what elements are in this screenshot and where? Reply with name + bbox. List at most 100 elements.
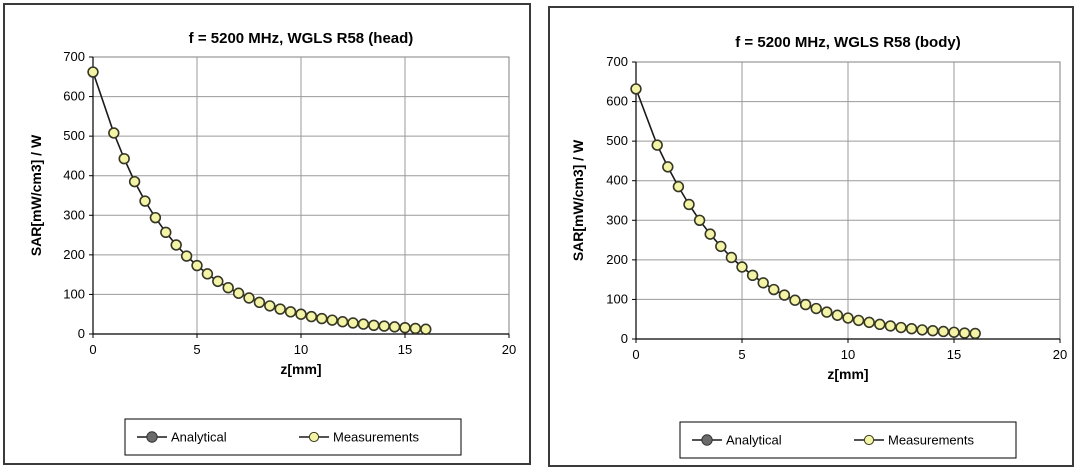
measurement-point [295,309,307,320]
legend-measurements-marker [863,434,875,446]
measurement-point [874,319,885,330]
measurement-point [129,176,140,187]
measurement-point [970,328,981,339]
measurement-point [119,153,130,164]
measurement-point [938,326,949,337]
measurement-point [233,288,244,299]
y-tick-label: 200 [63,247,85,262]
y-tick-label: 400 [63,168,85,183]
measurement-point [243,292,255,304]
measurement-point [736,261,748,273]
measurement-point [652,140,663,151]
measurement-point [789,295,801,306]
measurement-point [379,320,390,332]
y-tick-label: 300 [606,212,628,227]
y-tick-label: 500 [63,128,85,143]
y-tick-label: 100 [63,286,85,301]
measurement-point [327,315,338,326]
y-tick-label: 600 [606,94,628,109]
y-tick-label: 0 [78,326,85,341]
measurement-point [821,306,832,318]
measurement-point [662,161,673,172]
measurement-point [368,320,379,331]
measurement-point [959,327,970,339]
sar-chart-head: f = 5200 MHz, WGLS R58 (head)01002003004… [28,30,516,456]
measurement-point [285,306,296,317]
measurement-point [811,303,822,314]
legend-analytical-label: Analytical [171,430,227,445]
legend-box [679,421,1017,459]
measurement-point [347,317,359,329]
measurement-point [223,282,234,293]
x-tick-label: 10 [841,347,855,362]
measurement-point [87,66,99,78]
chart-panel-body: f = 5200 MHz, WGLS R58 (body) 0 100 200 300 4… [548,6,1074,467]
legend-analytical-label: Analytical [726,433,782,448]
measurement-point [705,229,716,240]
x-tick-label: 5 [738,347,745,362]
y-tick-label: 600 [63,89,85,104]
measurement-point [202,268,213,279]
measurement-point [264,300,275,312]
measurement-point [630,83,642,95]
measurement-point [150,212,161,223]
measurement-point [800,299,811,310]
x-tick-label: 20 [502,342,516,357]
measurement-point [842,312,854,324]
measurement-point [108,127,119,139]
measurement-point [673,181,684,192]
x-axis-label: z[mm] [827,366,868,382]
legend-measurements-label: Measurements [888,433,974,448]
measurement-point [948,327,960,338]
x-tick-label: 10 [294,342,308,357]
y-tick-label: 700 [606,54,628,69]
y-axis-label: SAR[mW/cm3] / W [570,139,586,261]
y-tick-label: 700 [63,49,85,64]
y-axis-label: SAR[mW/cm3] / W [28,134,44,256]
measurement-point [853,315,864,326]
measurement-point [306,311,317,322]
measurement-point [399,322,411,333]
legend-box [124,418,462,456]
measurement-point [254,297,265,308]
measurement-point [885,320,896,332]
measurement-point [316,313,327,324]
measurement-point [832,310,843,321]
measurement-point [747,270,758,281]
measurement-point [358,319,369,330]
measurement-point [420,324,431,335]
y-tick-label: 200 [606,252,628,267]
measurement-point [927,325,938,336]
measurement-point [275,303,286,315]
legend-measurements-marker [308,431,320,443]
measurement-point [181,250,192,262]
x-tick-label: 15 [398,342,412,357]
legend-analytical-marker [146,431,158,443]
sar-chart-body: f = 5200 MHz, WGLS R58 (body)01002003004… [570,34,1067,459]
measurement-point [726,252,737,263]
y-tick-label: 100 [606,291,628,306]
measurement-point [337,316,348,327]
x-axis-label: z[mm] [280,361,321,377]
legend-analytical-marker [701,434,713,446]
measurement-point [191,260,203,271]
x-tick-label: 20 [1053,347,1067,362]
chart-panel-head: f = 5200 MHz, WGLS R58 (head) 0 100 200 300 4… [3,3,531,465]
x-tick-label: 15 [947,347,961,362]
legend-measurements-label: Measurements [333,430,419,445]
x-tick-label: 0 [89,342,96,357]
measurement-point [895,322,907,333]
y-tick-label: 500 [606,133,628,148]
measurement-point [758,277,769,288]
measurement-point [171,239,182,251]
measurement-point [139,195,151,207]
chart-title: f = 5200 MHz, WGLS R58 (head) [189,30,414,47]
measurement-point [389,321,400,332]
measurement-point [694,215,705,226]
measurement-point [160,227,171,238]
measurement-point [779,289,790,301]
x-tick-label: 0 [632,347,639,362]
measurement-point [212,276,223,287]
chart-title: f = 5200 MHz, WGLS R58 (body) [735,34,960,51]
y-tick-label: 300 [63,207,85,222]
